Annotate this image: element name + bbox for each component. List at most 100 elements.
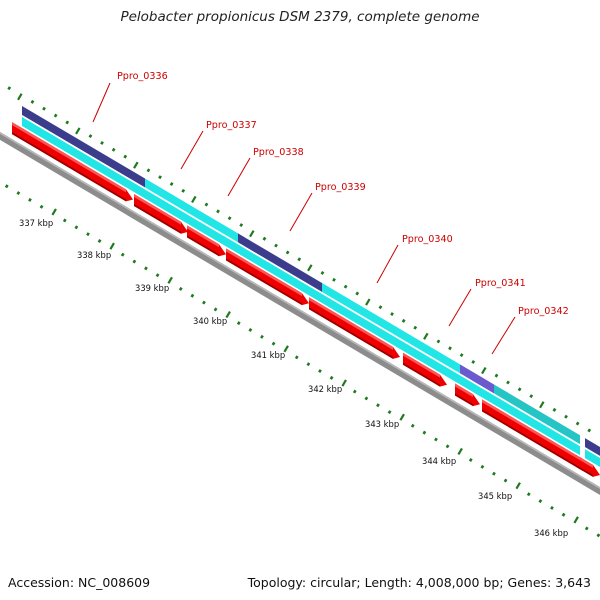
minor-tick: [503, 478, 508, 483]
feature-band: [411, 346, 460, 385]
minor-tick: [178, 286, 183, 291]
minor-tick: [39, 204, 44, 209]
minor-tick: [53, 113, 58, 118]
minor-tick: [190, 293, 195, 298]
minor-tick: [100, 140, 104, 145]
minor-tick: [526, 492, 531, 497]
feature-band-gap: [145, 187, 198, 221]
minor-tick: [285, 250, 290, 255]
minor-tick: [352, 389, 357, 394]
feature-band: [494, 395, 580, 456]
major-tick: [75, 127, 81, 135]
minor-tick: [459, 353, 464, 358]
major-tick: [573, 516, 579, 524]
gene-label: Ppro_0339: [315, 182, 366, 193]
gene-label: Ppro_0341: [475, 278, 526, 289]
minor-tick: [271, 341, 276, 346]
cds-arrow-highlight: [187, 225, 219, 248]
kbp-label: 342 kbp: [308, 384, 342, 394]
minor-tick: [216, 209, 220, 214]
kbp-label: 341 kbp: [251, 350, 285, 360]
feature-band: [238, 244, 322, 303]
minor-tick: [88, 134, 93, 139]
minor-tick: [390, 312, 394, 316]
minor-tick: [575, 421, 580, 426]
minor-tick: [86, 232, 90, 237]
major-tick: [515, 482, 521, 490]
minor-tick: [506, 380, 510, 385]
gene-leader-line: [376, 244, 399, 284]
gene-leader-line: [448, 288, 472, 327]
minor-tick: [468, 458, 473, 462]
cds-arrow-highlight: [455, 383, 473, 398]
cds-arrow-shadow: [226, 258, 302, 306]
minor-tick: [62, 218, 67, 223]
minor-tick: [436, 339, 441, 344]
minor-tick: [434, 437, 438, 442]
minor-tick: [16, 191, 21, 196]
feature-band: [494, 384, 580, 445]
minor-tick: [587, 428, 592, 433]
minor-tick: [155, 273, 160, 278]
feature-band: [238, 233, 322, 292]
feature-band: [198, 220, 238, 254]
major-tick: [17, 93, 23, 101]
feature-band-gap: [322, 291, 411, 347]
feature-band: [322, 282, 411, 345]
minor-tick: [378, 305, 383, 310]
gene-leader-line: [92, 82, 111, 123]
feature-band-gap: [494, 393, 580, 447]
gene-label: Ppro_0337: [206, 120, 257, 131]
minor-tick: [343, 284, 348, 289]
feature-band-track: [22, 105, 600, 467]
minor-tick: [260, 334, 264, 339]
minor-tick: [30, 99, 35, 104]
minor-tick: [401, 318, 406, 323]
minor-tick: [422, 430, 427, 435]
kbp-label: 345 kbp: [478, 491, 512, 501]
kbp-label: 339 kbp: [135, 283, 169, 293]
cds-arrow-shadow: [309, 307, 393, 359]
kbp-label: 338 kbp: [77, 250, 111, 260]
feature-band: [460, 375, 494, 405]
minor-tick: [65, 120, 70, 125]
minor-tick: [494, 373, 499, 378]
cds-arrow-shadow: [12, 132, 126, 202]
minor-tick: [376, 403, 380, 408]
kbp-label: 340 kbp: [193, 316, 227, 326]
gene-leader-line: [289, 192, 313, 232]
cds-arrow-highlight: [226, 248, 302, 297]
feature-band: [22, 116, 145, 199]
minor-tick: [332, 277, 336, 282]
feature-band: [22, 105, 145, 188]
kbp-tick-track: [4, 184, 600, 538]
minor-tick: [480, 464, 485, 469]
minor-tick: [158, 175, 162, 180]
minor-tick: [227, 216, 232, 221]
genome-summary: Topology: circular; Length: 4,008,000 bp…: [247, 575, 591, 590]
minor-tick: [564, 414, 568, 419]
minor-tick: [387, 410, 392, 415]
minor-tick: [120, 252, 125, 257]
feature-band: [145, 178, 198, 219]
gene-label: Ppro_0336: [117, 71, 168, 82]
major-tick: [341, 379, 347, 387]
cds-arrow-highlight: [309, 297, 393, 350]
minor-tick: [248, 328, 253, 332]
minor-tick: [410, 423, 415, 428]
feature-band: [411, 335, 460, 374]
feature-band-gap: [22, 114, 145, 190]
gene-label: Ppro_0342: [518, 306, 569, 317]
minor-tick: [181, 188, 186, 193]
feature-band: [585, 449, 600, 467]
kbp-label-track: 337 kbp 338 kbp 339 kbp 340 kbp 341 kbp 342 k…: [19, 218, 568, 538]
minor-tick: [529, 394, 534, 399]
gene-leader-line: [180, 130, 204, 170]
minor-tick: [413, 325, 418, 330]
feature-band-gap: [411, 344, 460, 376]
major-tick: [283, 345, 289, 353]
major-tick: [225, 310, 231, 319]
minor-tick: [111, 147, 116, 152]
cds-arrow-highlight: [576, 454, 593, 468]
